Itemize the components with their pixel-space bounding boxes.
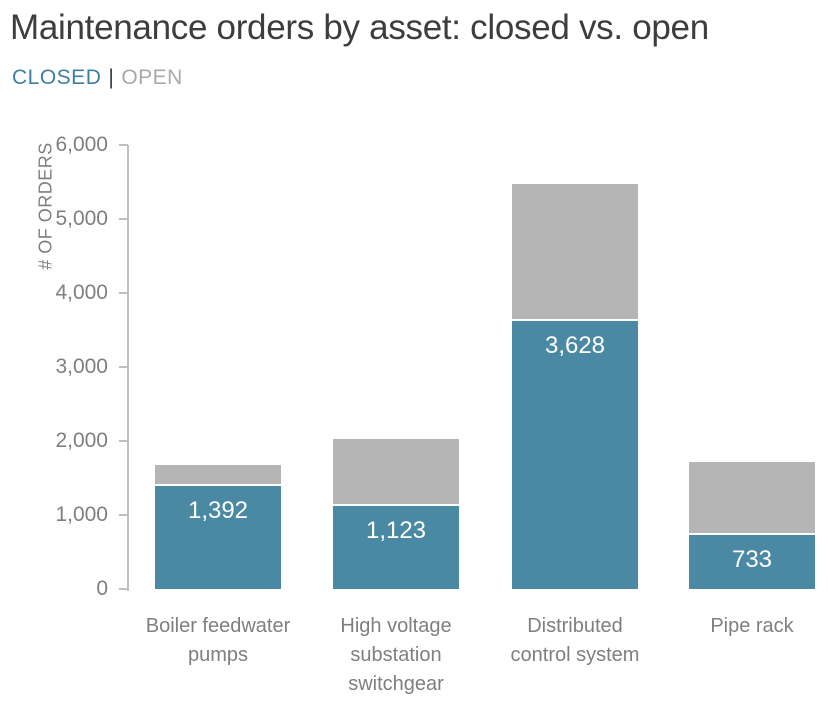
y-axis-line: [127, 145, 129, 591]
bar-segment-divider: [512, 319, 638, 321]
y-tick-label: 6,000: [55, 133, 108, 156]
x-category-label-line: substation: [350, 644, 442, 666]
x-category-label-line: Boiler feedwater: [145, 615, 291, 637]
bar-segment-closed: 1,392: [155, 486, 281, 589]
bar-4: 733: [689, 462, 815, 589]
bar-value-label: 3,628: [544, 332, 606, 359]
x-category-label: Boiler feedwater pumps: [146, 612, 291, 670]
x-category-label-line: Pipe rack: [710, 615, 794, 637]
chart-title: Maintenance orders by asset: closed vs. …: [10, 8, 709, 47]
x-category-label-line: control system: [510, 644, 640, 666]
y-tick-mark: [119, 218, 128, 220]
y-tick-mark: [119, 514, 128, 516]
y-axis-title: # OF ORDERS: [35, 142, 56, 270]
y-tick-mark: [119, 588, 128, 590]
legend-separator: |: [108, 66, 115, 89]
y-tick-mark: [119, 440, 128, 442]
y-tick-mark: [119, 366, 128, 368]
legend-item-open: OPEN: [121, 66, 183, 89]
y-tick-label: 4,000: [55, 281, 108, 304]
y-tick-label: 5,000: [55, 207, 108, 230]
bar-value-label: 733: [731, 546, 773, 573]
bar-segment-open: [333, 439, 459, 504]
bar-3: 3,628: [512, 184, 638, 589]
bar-segment-open: [155, 465, 281, 484]
x-category-label-line: pumps: [187, 644, 249, 666]
y-tick-label: 3,000: [55, 355, 108, 378]
x-category-label-line: switchgear: [348, 673, 444, 695]
bar-value-label: 1,123: [365, 517, 427, 544]
bar-value-label: 1,392: [187, 497, 249, 524]
x-category-label: Distributed control system: [511, 612, 640, 670]
bar-segment-open: [689, 462, 815, 533]
y-tick-mark: [119, 292, 128, 294]
x-category-label: High voltage substation switchgear: [340, 612, 451, 699]
y-tick-label: 2,000: [55, 429, 108, 452]
y-tick-label: 1,000: [55, 503, 108, 526]
bar-2: 1,123: [333, 439, 459, 589]
bar-1: 1,392: [155, 465, 281, 589]
y-tick-label: 0: [96, 577, 108, 600]
bar-segment-closed: 3,628: [512, 321, 638, 589]
bar-segment-divider: [689, 533, 815, 535]
legend: CLOSED | OPEN: [12, 66, 183, 90]
legend-item-closed: CLOSED: [12, 66, 102, 89]
bar-segment-closed: 1,123: [333, 506, 459, 589]
x-category-label-line: Distributed: [527, 615, 623, 637]
bar-segment-closed: 733: [689, 535, 815, 589]
bar-segment-divider: [155, 484, 281, 486]
y-tick-mark: [119, 144, 128, 146]
x-category-label: Pipe rack: [710, 612, 793, 641]
x-category-label-line: High voltage: [340, 615, 452, 637]
bar-segment-open: [512, 184, 638, 319]
bar-segment-divider: [333, 504, 459, 506]
